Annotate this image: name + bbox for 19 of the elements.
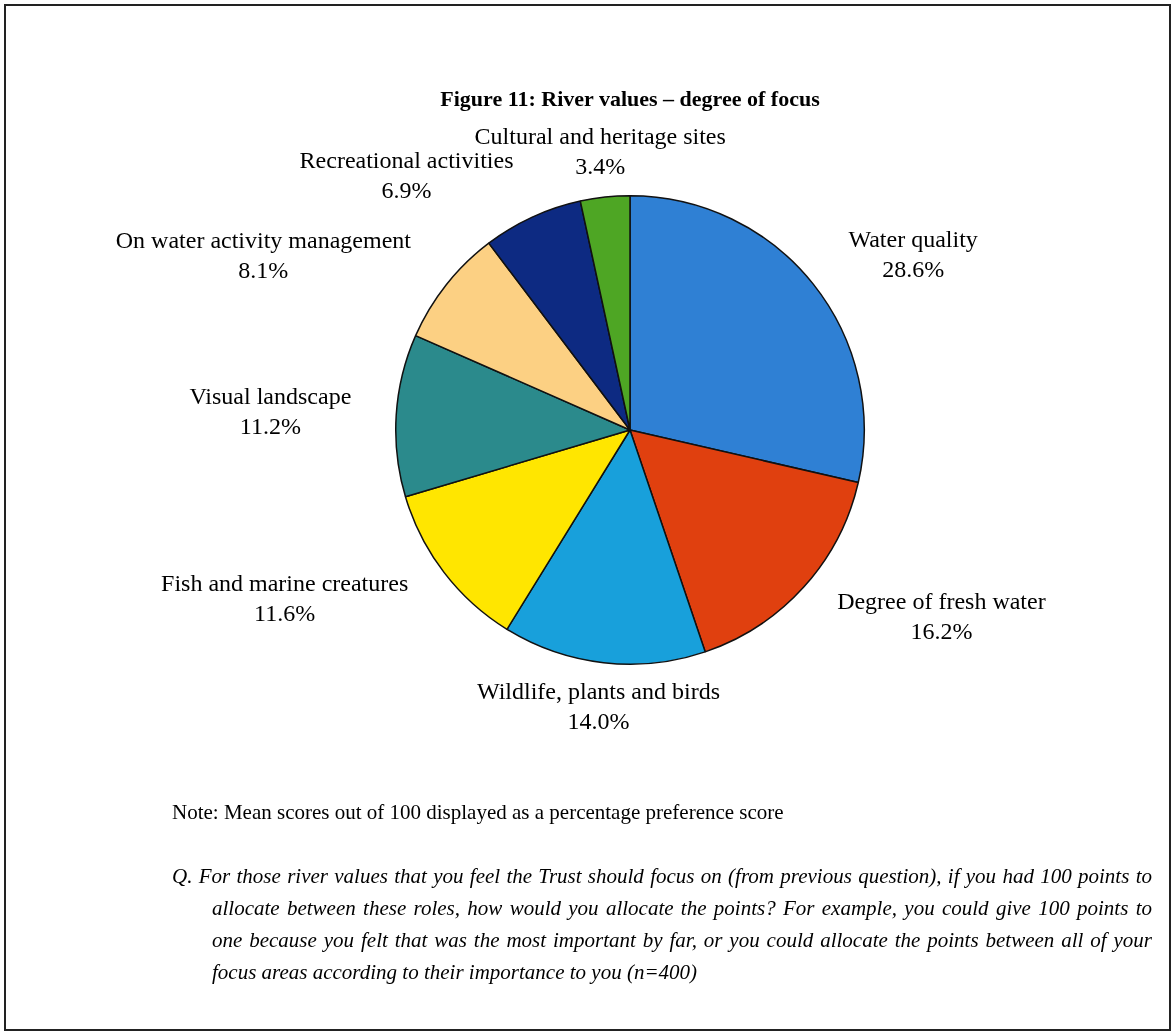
slice-label: Cultural and heritage sites	[474, 122, 726, 149]
slice-label: On water activity management	[115, 227, 412, 254]
data-label: 14.0%	[567, 707, 630, 734]
data-label: 3.4%	[575, 152, 626, 179]
slice-label: Recreational activities	[299, 146, 514, 173]
data-label: 11.2%	[239, 412, 301, 439]
text: Note: Mean scores out of 100 displayed as a percentage preference score	[172, 800, 784, 825]
slice-label: Water quality	[848, 226, 978, 253]
text: Q. For those river values that you feel the Trust should focus on (from previous question), if you had 100 points to allocate between these roles, how would you allocate the points? For example, you could give 100 points to one because you felt that was the most important by far, or you could allocate the points between all of your focus areas according to their importance to you (n=400)	[172, 863, 1152, 986]
slice-label: Fish and marine creatures	[161, 570, 409, 597]
data-label: 16.2%	[910, 617, 973, 644]
data-label: 6.9%	[381, 176, 432, 203]
slice-label: Degree of fresh water	[837, 587, 1046, 614]
data-label: 8.1%	[238, 257, 289, 284]
data-label: 11.6%	[254, 600, 316, 627]
data-label: 28.6%	[882, 256, 945, 283]
slice-label: Wildlife, plants and birds	[476, 677, 720, 704]
slice-label: Visual landscape	[189, 382, 352, 409]
chart-title: Figure 11: River values – degree of focus	[440, 85, 821, 111]
